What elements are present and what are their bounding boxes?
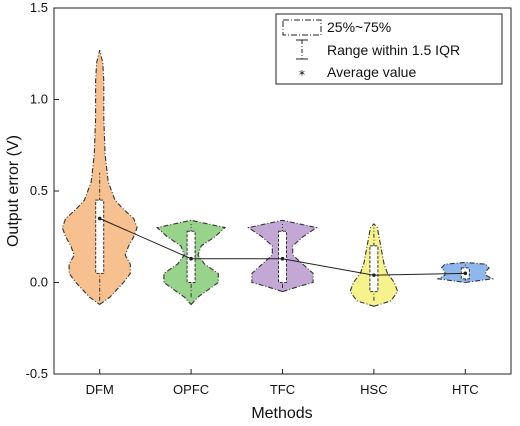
y-axis: -0.5 0.0 0.5 1.0 1.5 <box>26 0 59 381</box>
y-axis-title: Output error (V) <box>5 135 22 247</box>
y-tick-label: 1.0 <box>30 92 48 107</box>
x-tick-label: HSC <box>360 382 387 397</box>
legend: 25%~75% Range within 1.5 IQR * Average v… <box>275 13 503 85</box>
y-tick-label: 1.5 <box>30 0 48 15</box>
legend-entry-mean: Average value <box>327 64 416 80</box>
legend-mean-icon: * <box>299 68 305 82</box>
legend-whisker-icon <box>296 39 308 60</box>
legend-box-icon <box>282 19 322 36</box>
x-tick-label: HTC <box>452 382 479 397</box>
x-axis: DFM OPFC TFC HSC HTC <box>86 369 479 397</box>
iqr-box <box>95 199 105 274</box>
legend-frame <box>275 13 503 85</box>
iqr-box <box>278 230 287 283</box>
x-axis-title: Methods <box>251 405 312 422</box>
mean-marker <box>372 273 376 277</box>
mean-line-group <box>97 216 468 277</box>
y-tick-label: 0.5 <box>30 183 48 198</box>
y-tick-label: -0.5 <box>26 366 48 381</box>
mean-marker <box>189 256 193 261</box>
x-tick-label: TFC <box>270 382 295 397</box>
mean-marker <box>97 216 102 221</box>
iqr-box <box>186 230 196 283</box>
legend-entry-whisker: Range within 1.5 IQR <box>327 42 460 58</box>
violins-group <box>61 49 495 307</box>
legend-entry-box: 25%~75% <box>327 19 391 35</box>
x-tick-label: OPFC <box>173 382 209 397</box>
y-tick-label: 0.0 <box>30 275 48 290</box>
mean-marker <box>463 271 468 276</box>
iqr-box <box>369 245 379 293</box>
mean-marker <box>280 256 285 261</box>
x-tick-label: DFM <box>86 382 114 397</box>
